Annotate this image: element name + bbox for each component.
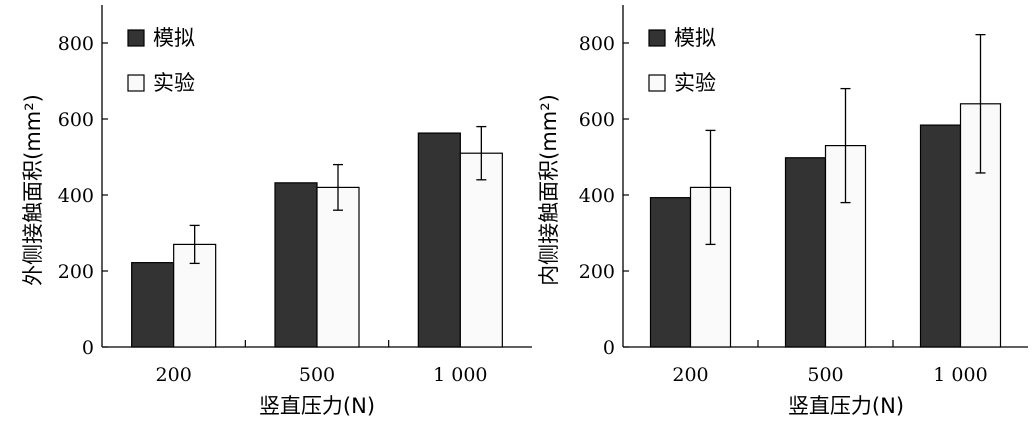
y-tick-label: 800 <box>58 33 94 55</box>
legend-swatch-experiment <box>648 74 666 92</box>
legend-label-experiment: 实验 <box>153 71 195 95</box>
x-tick-label: 200 <box>156 364 192 386</box>
legend-label-simulation: 模拟 <box>153 26 195 50</box>
y-tick-label: 200 <box>58 261 94 283</box>
legend-label-simulation: 模拟 <box>674 26 716 50</box>
bar-simulation <box>131 262 175 348</box>
x-tick-label: 500 <box>807 364 843 386</box>
y-tick-label: 400 <box>579 185 615 207</box>
y-tick-label: 600 <box>579 109 615 131</box>
y-tick-label: 800 <box>579 33 615 55</box>
x-tick-label: 500 <box>299 364 335 386</box>
x-tick-label: 1 000 <box>433 364 487 386</box>
bar-simulation <box>274 182 318 348</box>
bar-experiment <box>459 152 503 348</box>
y-axis-label: 内侧接触面积(mm²) <box>537 94 561 286</box>
y-tick-label: 400 <box>58 185 94 207</box>
bar-simulation <box>919 124 962 348</box>
x-tick-label: 1 000 <box>933 364 987 386</box>
bar-simulation <box>417 132 461 348</box>
bar-simulation <box>784 157 827 348</box>
legend-swatch-experiment <box>127 74 145 92</box>
x-axis-label: 竖直压力(N) <box>788 394 904 418</box>
bar-experiment <box>316 186 360 348</box>
x-axis-label: 竖直压力(N) <box>259 394 375 418</box>
y-tick-label: 600 <box>58 109 94 131</box>
chart-inner-contact-area: 内侧接触面积(mm²) 竖直压力(N) 0 200 400 600 800 200 500 1… <box>537 5 1028 418</box>
x-tick-label: 200 <box>672 364 708 386</box>
chart-outer-contact-area: 外侧接触面积(mm²) 竖直压力(N) 0 200 400 600 800 200 500 1… <box>21 5 532 418</box>
y-tick-label: 0 <box>82 337 94 359</box>
bar-simulation <box>649 197 692 348</box>
y-tick-label: 0 <box>603 337 615 359</box>
legend-label-experiment: 实验 <box>674 71 716 95</box>
y-axis-label: 外侧接触面积(mm²) <box>21 94 45 286</box>
legend-swatch-simulation <box>648 29 666 47</box>
y-tick-label: 200 <box>579 261 615 283</box>
legend-swatch-simulation <box>127 29 145 47</box>
